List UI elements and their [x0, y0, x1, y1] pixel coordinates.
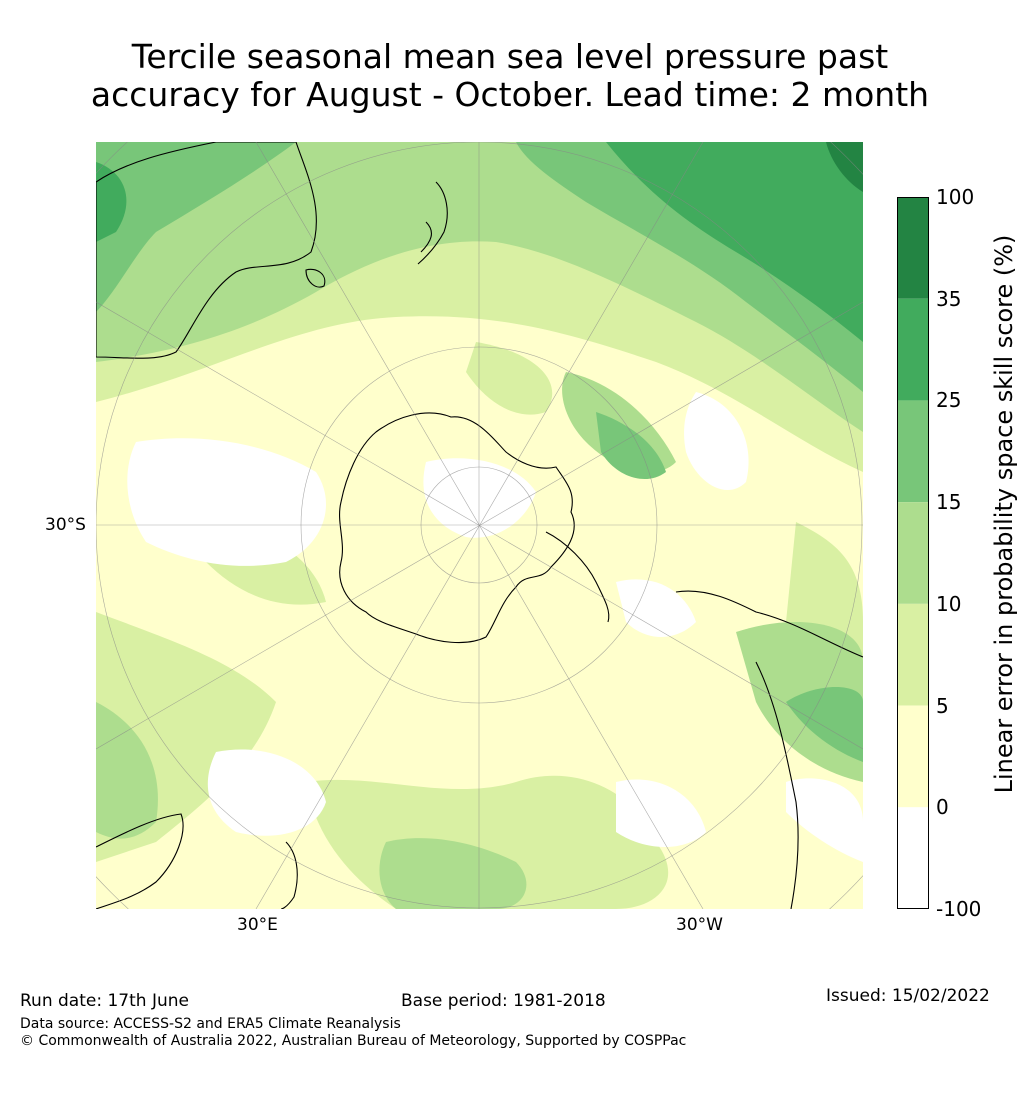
colorbar-tick-label: 25 [936, 388, 962, 413]
base-period: Base period: 1981-2018 [401, 991, 606, 1011]
colorbar-bin [897, 705, 929, 808]
coastlines [96, 142, 863, 909]
lon-label-30w: 30°W [676, 915, 723, 935]
colorbar-bin [897, 807, 929, 909]
colorbar-tick-label: -100 [936, 897, 982, 921]
colorbar-tick-label: 0 [936, 795, 949, 820]
data-source: Data source: ACCESS-S2 and ERA5 Climate … [20, 1016, 401, 1032]
skill-band-25-35 [96, 142, 863, 342]
issued-date: Issued: 15/02/2022 [826, 986, 990, 1006]
skill-band-negative [127, 392, 863, 862]
run-date: Run date: 17th June [20, 991, 189, 1011]
colorbar-tick-label: 10 [936, 591, 962, 616]
colorbar-tick-label: 35 [936, 286, 962, 311]
colorbar-tick-label: 100 [936, 185, 975, 209]
colorbar-bin [897, 400, 929, 503]
polar-map [96, 142, 863, 909]
south-america-coastline [675, 590, 863, 909]
lat-label-30s: 30°S [45, 515, 86, 535]
colorbar-bin [897, 197, 929, 299]
lon-label-30e: 30°E [237, 915, 278, 935]
colorbar-label: Linear error in probability space skill … [990, 234, 1018, 794]
madagascar-coastline [280, 841, 298, 909]
tasmania-coastline [305, 268, 326, 288]
title-line-2: accuracy for August - October. Lead time… [90, 75, 930, 114]
colorbar-tick-label: 15 [936, 490, 962, 515]
colorbar-bin [897, 298, 929, 401]
skill-band-35-100 [826, 142, 863, 192]
colorbar-tick-label: 5 [936, 693, 949, 718]
graticule [96, 142, 863, 909]
colorbar-bin [897, 502, 929, 604]
title-line-1: Tercile seasonal mean sea level pressure… [131, 37, 889, 76]
copyright: © Commonwealth of Australia 2022, Austra… [20, 1033, 687, 1049]
south-africa-coastline [96, 813, 184, 909]
australia-coastline [96, 142, 317, 359]
antarctic-peninsula-coastline [545, 531, 610, 623]
chart-title: Tercile seasonal mean sea level pressure… [0, 38, 1020, 114]
new-zealand-coastline [417, 181, 448, 265]
antarctica-coastline [339, 412, 575, 644]
colorbar [897, 197, 929, 909]
colorbar-bin [897, 603, 929, 706]
